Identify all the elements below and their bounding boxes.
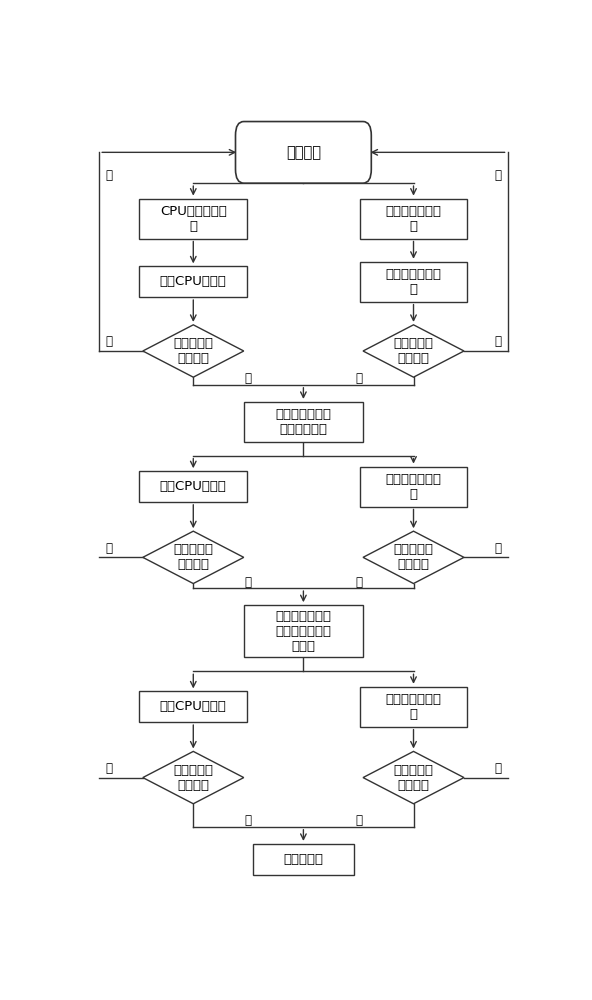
Polygon shape: [143, 531, 244, 584]
Text: 否: 否: [106, 542, 113, 555]
Bar: [359, 262, 468, 302]
Text: 事件监控: 事件监控: [286, 145, 321, 160]
Text: 是否大于第
二预设值: 是否大于第 二预设值: [394, 764, 433, 792]
Text: 是否大于第
一预设值: 是否大于第 一预设值: [173, 337, 213, 365]
Bar: [139, 691, 247, 722]
Text: 离线话单率的监
控: 离线话单率的监 控: [385, 205, 442, 233]
Text: 第三离线话单率
率: 第三离线话单率 率: [385, 693, 442, 721]
Polygon shape: [143, 325, 244, 377]
Text: 是否大于第
一预设值: 是否大于第 一预设值: [173, 764, 213, 792]
Text: 否: 否: [494, 169, 501, 182]
Text: 是: 是: [355, 372, 362, 385]
Text: 第一离线话单率
率: 第一离线话单率 率: [385, 268, 442, 296]
Text: 否: 否: [494, 335, 501, 348]
Text: 是否大于第
一预设值: 是否大于第 一预设值: [173, 543, 213, 571]
Text: 全库表的第二次
统计收集及第一
次告警: 全库表的第二次 统计收集及第一 次告警: [275, 610, 332, 653]
Text: 是: 是: [355, 814, 362, 827]
Bar: [139, 199, 247, 239]
Text: 是: 是: [355, 576, 362, 588]
Bar: [359, 199, 468, 239]
Text: 第三CPU使用率: 第三CPU使用率: [160, 700, 227, 713]
FancyBboxPatch shape: [236, 122, 371, 183]
Text: 是: 是: [245, 576, 252, 588]
Text: 否: 否: [106, 169, 113, 182]
Text: 中间临时表的第
一次统计收集: 中间临时表的第 一次统计收集: [275, 408, 332, 436]
Bar: [244, 402, 363, 442]
Bar: [139, 266, 247, 297]
Text: 第二CPU使用率: 第二CPU使用率: [160, 480, 227, 493]
Bar: [244, 605, 363, 657]
Text: 第二离线话单率
率: 第二离线话单率 率: [385, 473, 442, 501]
Text: 否: 否: [494, 542, 501, 555]
Text: 否: 否: [106, 335, 113, 348]
Polygon shape: [363, 531, 464, 584]
Polygon shape: [363, 325, 464, 377]
Text: CPU使用率的监
控: CPU使用率的监 控: [160, 205, 227, 233]
Bar: [253, 844, 354, 875]
Text: 是: 是: [245, 372, 252, 385]
Text: 第一CPU使用率: 第一CPU使用率: [160, 275, 227, 288]
Bar: [359, 466, 468, 507]
Bar: [139, 471, 247, 502]
Text: 第二次告警: 第二次告警: [284, 853, 323, 866]
Text: 是否大于第
二预设值: 是否大于第 二预设值: [394, 543, 433, 571]
Polygon shape: [143, 751, 244, 804]
Text: 否: 否: [106, 762, 113, 775]
Text: 否: 否: [494, 762, 501, 775]
Text: 是: 是: [245, 814, 252, 827]
Polygon shape: [363, 751, 464, 804]
Bar: [359, 687, 468, 727]
Text: 是否大于第
二预设值: 是否大于第 二预设值: [394, 337, 433, 365]
